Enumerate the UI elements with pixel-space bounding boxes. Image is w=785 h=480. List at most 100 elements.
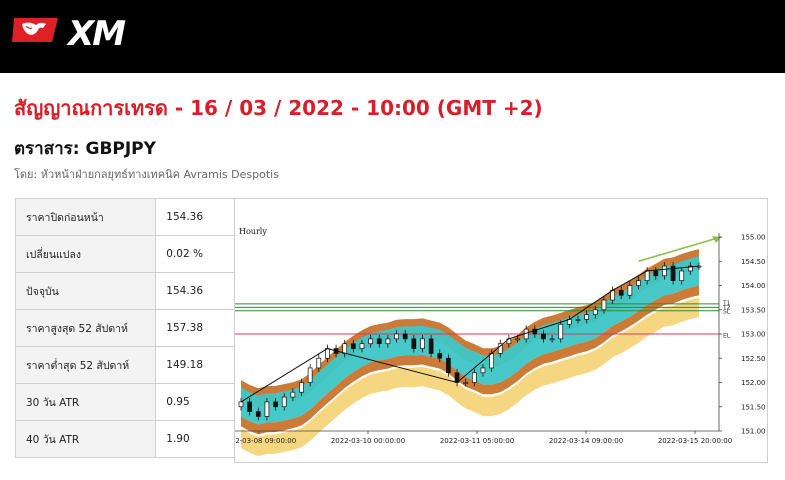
candle-body bbox=[402, 333, 408, 340]
candle-body bbox=[247, 401, 252, 412]
stat-label: 30 วัน ATR bbox=[14, 383, 157, 421]
x-tick-label: 2022-03-11 05:00:00 bbox=[440, 437, 514, 445]
x-tick-label: 2022-03-08 09:00:00 bbox=[235, 437, 296, 445]
candle-body bbox=[307, 367, 313, 383]
inner-band bbox=[241, 256, 699, 425]
stat-value: 154.36 bbox=[155, 272, 235, 310]
candle-body bbox=[394, 333, 399, 340]
stat-label: ราคาต่ำสุด 52 สัปดาห์ bbox=[14, 346, 157, 384]
candle-body bbox=[636, 280, 641, 286]
candle-body bbox=[549, 338, 555, 341]
candle-body bbox=[679, 270, 685, 281]
candle-body bbox=[515, 338, 520, 341]
outer-band-lower bbox=[241, 297, 699, 457]
candle-body bbox=[350, 343, 356, 349]
table-row: เปลี่ยนแปลง 0.02 % bbox=[14, 235, 235, 273]
candle-body bbox=[644, 270, 650, 281]
stat-label: ราคาปิดก่อนหน้า bbox=[14, 198, 157, 236]
candle-body bbox=[653, 270, 659, 277]
candle-body bbox=[584, 314, 590, 320]
candle-body bbox=[463, 382, 469, 384]
candle-body bbox=[420, 338, 425, 349]
timeframe-label: Hourly bbox=[239, 227, 267, 236]
candle-body bbox=[592, 309, 598, 315]
candle-body bbox=[238, 401, 244, 408]
candle-body bbox=[290, 391, 296, 398]
y-tick-label: 153.50 bbox=[741, 306, 766, 314]
author-line: โดย: หัวหน้าฝ่ายกลยุทธ์ทางเทคนิค Avramis… bbox=[14, 168, 279, 181]
candle-body bbox=[627, 285, 633, 296]
candle-body bbox=[480, 367, 486, 374]
candle-body bbox=[446, 357, 451, 374]
signal-title: สัญญาณการเทรด - 16 / 03 / 2022 - 10:00 (… bbox=[14, 96, 543, 120]
level-label: SL bbox=[723, 309, 731, 316]
stat-value: 1.90 bbox=[155, 420, 235, 458]
stat-label: 40 วัน ATR bbox=[14, 420, 157, 458]
stat-label: ปัจจุบัน bbox=[14, 272, 157, 310]
y-tick-label: 151.00 bbox=[741, 428, 766, 436]
x-tick-label: 2022-03-14 09:00:00 bbox=[549, 437, 623, 445]
candle-body bbox=[385, 338, 391, 345]
candle-body bbox=[428, 338, 434, 354]
brand-name: XM bbox=[68, 14, 126, 54]
candle-body bbox=[575, 319, 581, 321]
y-tick-label: 155.00 bbox=[741, 234, 766, 242]
candle-body bbox=[281, 396, 287, 408]
bull-logo-icon bbox=[12, 18, 58, 42]
candle-body bbox=[273, 401, 278, 408]
candle-body bbox=[471, 372, 477, 383]
y-tick-label: 154.00 bbox=[741, 282, 766, 290]
table-row: 40 วัน ATR 1.90 bbox=[14, 420, 235, 458]
x-tick-label: 2022-03-10 00:00:00 bbox=[331, 437, 405, 445]
candle-body bbox=[437, 353, 443, 359]
y-tick-label: 152.00 bbox=[741, 379, 766, 387]
x-axis: 2022-03-08 09:00:00 2022-03-10 00:00:00 20… bbox=[235, 430, 732, 445]
x-tick-label: 2022-03-15 20:00:00 bbox=[658, 437, 732, 445]
price-chart: Hourly T1 T2 SL EL 155.00 154.50 154.00 153.50… bbox=[234, 198, 768, 463]
candle-body bbox=[376, 338, 382, 345]
table-row: ปัจจุบัน 154.36 bbox=[14, 272, 235, 310]
trend-bands bbox=[241, 249, 699, 457]
y-tick-label: 154.50 bbox=[741, 258, 766, 266]
stat-value: 157.38 bbox=[155, 309, 235, 347]
candle-body bbox=[368, 338, 373, 345]
instrument-label: ตราสาร: GBPJPY bbox=[14, 139, 156, 159]
table-row: ราคาปิดก่อนหน้า 154.36 bbox=[14, 198, 235, 236]
stat-value: 149.18 bbox=[155, 346, 235, 384]
level-label: T1 bbox=[722, 300, 731, 307]
xm-logo[interactable]: XM bbox=[12, 12, 132, 52]
candle-body bbox=[497, 343, 503, 354]
candle-body bbox=[670, 265, 676, 281]
y-axis: 155.00 154.50 154.00 153.50 153.00 152.50 152.… bbox=[718, 233, 766, 436]
level-label: T2 bbox=[722, 304, 731, 311]
candle-body bbox=[411, 338, 417, 349]
y-tick-label: 152.50 bbox=[741, 355, 766, 363]
stat-value: 154.36 bbox=[155, 198, 235, 236]
candle-body bbox=[662, 265, 667, 277]
candle-body bbox=[489, 353, 494, 369]
stats-table: ราคาปิดก่อนหน้า 154.36 เปลี่ยนแปลง 0.02 % … bbox=[14, 198, 235, 458]
candle-body bbox=[255, 411, 261, 417]
stat-value: 0.02 % bbox=[155, 235, 235, 273]
candle-body bbox=[316, 357, 322, 369]
candle-body bbox=[618, 289, 624, 296]
candle-body bbox=[359, 343, 365, 349]
candle-body bbox=[299, 382, 304, 393]
candle-body bbox=[342, 343, 348, 354]
stat-value: 0.95 bbox=[155, 383, 235, 421]
candle-body bbox=[688, 265, 693, 272]
zigzag-path bbox=[240, 265, 700, 403]
stat-label: ราคาสูงสุด 52 สัปดาห์ bbox=[14, 309, 157, 347]
level-label: EL bbox=[723, 333, 731, 340]
zigzag-line bbox=[240, 265, 700, 403]
candle-body bbox=[264, 401, 270, 417]
projection-line bbox=[638, 236, 722, 263]
candle-body bbox=[601, 299, 607, 311]
candle-body bbox=[558, 323, 564, 340]
candle-body bbox=[541, 333, 546, 340]
table-row: ราคาสูงสุด 52 สัปดาห์ 157.38 bbox=[14, 309, 235, 347]
y-tick-label: 153.00 bbox=[741, 331, 766, 339]
top-header-bar: XM bbox=[0, 0, 785, 73]
